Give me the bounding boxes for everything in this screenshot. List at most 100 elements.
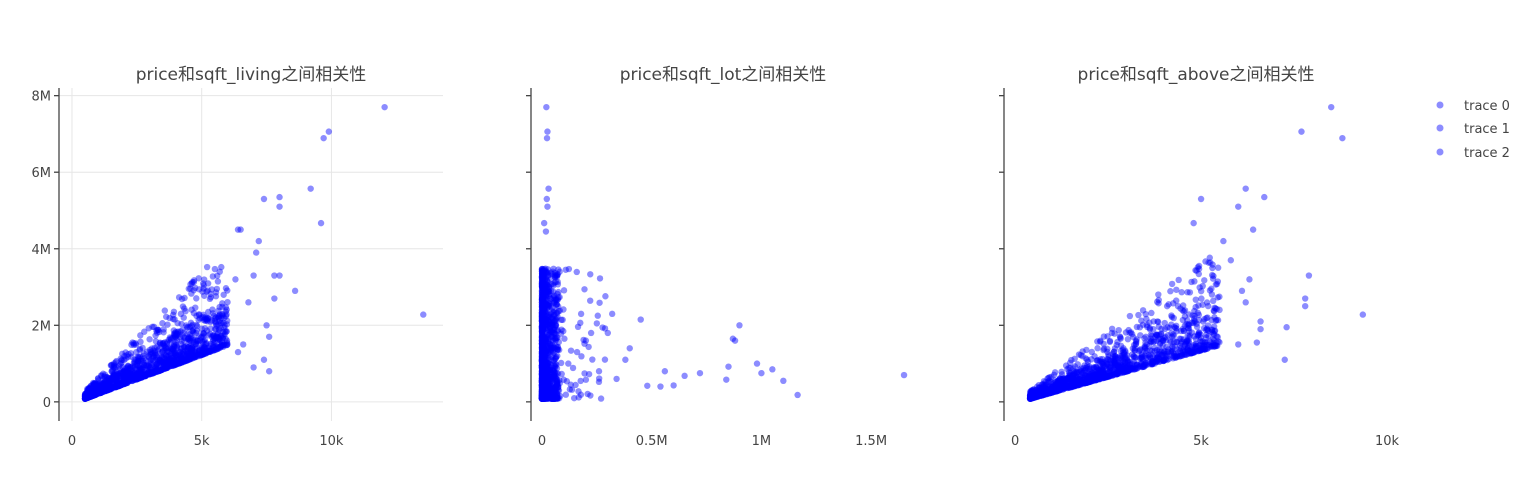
subplot-1-point (210, 344, 217, 351)
subplot-2-point (541, 308, 548, 315)
subplot-1-point (112, 383, 120, 391)
subplot-2-point (539, 329, 546, 337)
subplot-1-point (85, 392, 92, 400)
subplot-2-point (585, 343, 592, 351)
subplot-2-point (539, 291, 546, 298)
subplot-1-point (186, 331, 194, 338)
subplot-1-point (161, 365, 168, 373)
subplot-1-outlier-point-18 (263, 322, 270, 329)
subplot-1-point (160, 326, 167, 333)
subplot-2-point (538, 375, 546, 382)
subplot-1-point (183, 352, 190, 359)
subplot-1-point (158, 361, 166, 369)
subplot-1-point (113, 380, 121, 387)
subplot-1-point (93, 381, 100, 388)
subplot-1-point (86, 385, 94, 392)
subplot-2-point (539, 285, 547, 293)
subplot-1-point (164, 352, 171, 360)
subplot-2-point (545, 288, 553, 295)
subplot-1-point (193, 327, 201, 334)
subplot-2-point (539, 389, 546, 397)
subplot-1-point (115, 382, 122, 390)
subplot-1-point (140, 373, 148, 380)
subplot-1-point (97, 389, 104, 397)
subplot-1-point (156, 367, 163, 375)
subplot-2-point (543, 347, 551, 354)
subplot-2-point (553, 392, 561, 399)
legend[interactable]: trace 0 trace 1 trace 2 (1436, 99, 1510, 161)
legend-item-trace-2[interactable]: trace 2 (1436, 146, 1510, 161)
subplot-2-point (549, 387, 556, 394)
subplot-2-point (548, 395, 555, 402)
subplot-1-point (104, 385, 111, 392)
subplot-1-point (117, 355, 124, 362)
subplot-1-point (94, 389, 102, 397)
subplot-1-point (160, 361, 167, 368)
subplot-2-point (545, 285, 553, 293)
subplot-1-outlier-point-23 (245, 299, 252, 306)
subplot-1-point (130, 377, 137, 384)
subplot-1-point (172, 361, 179, 368)
subplot-2-point (585, 370, 593, 378)
subplot-1-point (224, 287, 231, 294)
subplot-1-ytick-label-0: 0 (43, 396, 51, 411)
subplot-2-point (541, 395, 549, 402)
subplot-1-point (170, 342, 178, 350)
subplot-1-point (85, 393, 92, 401)
subplot-1-point (212, 293, 220, 300)
subplot-3-point (1088, 348, 1096, 356)
subplot-2-point (540, 316, 548, 324)
subplot-1-point (99, 387, 106, 394)
subplot-2-point (538, 384, 546, 391)
subplot-1-point (89, 391, 97, 399)
subplot-1-point (124, 375, 132, 382)
subplot-2-point (549, 313, 556, 321)
subplot-1-point (138, 369, 145, 377)
subplot-2-point (539, 338, 546, 345)
subplot-1-point (127, 370, 135, 377)
subplot-1-point (186, 323, 193, 331)
subplot-1-point (113, 380, 121, 388)
subplot-2-point (540, 342, 547, 350)
subplot-2-point (538, 376, 546, 383)
legend-item-trace-0[interactable]: trace 0 (1436, 99, 1510, 114)
subplot-2-point (539, 393, 546, 400)
legend-item-trace-1[interactable]: trace 1 (1436, 122, 1510, 137)
subplot-2-point (546, 380, 553, 387)
subplot-1-point (188, 347, 196, 354)
subplot-1-point (180, 349, 187, 356)
subplot-1-point (92, 391, 99, 398)
subplot-1-point (94, 375, 102, 382)
subplot-1-point (135, 373, 142, 380)
subplot-2-point (538, 322, 546, 330)
subplot-1-point (203, 316, 210, 323)
subplot-2-point (545, 384, 553, 391)
subplot-2-point (543, 361, 551, 369)
subplot-1-point (175, 360, 182, 367)
subplot-1-point (120, 371, 128, 379)
subplot-2-point (539, 387, 546, 395)
subplot-1-point (100, 376, 107, 383)
subplot-2-point (553, 395, 560, 402)
subplot-1-point (115, 382, 122, 389)
subplot-1-point (90, 382, 98, 390)
subplot-1-point (193, 353, 201, 360)
subplot-1-point (195, 286, 203, 293)
subplot-1-point (160, 362, 167, 369)
subplot-1-point (136, 353, 144, 361)
subplot-2-point (544, 351, 551, 359)
subplot-1-point (112, 383, 120, 390)
subplot-1-point (181, 350, 189, 357)
subplot-1-point (88, 393, 95, 400)
subplot-2-point (549, 366, 556, 374)
subplot-2-point (548, 391, 556, 398)
subplot-1-point (91, 389, 99, 396)
subplot-1-point (127, 350, 135, 357)
subplot-1-point (110, 376, 117, 383)
subplot-2-point (541, 384, 548, 391)
subplot-1-point (98, 386, 105, 393)
subplot-1-point (120, 377, 128, 385)
subplot-1-point (147, 366, 155, 373)
subplot-2-outlier-point-7 (542, 228, 550, 235)
subplot-2-point (541, 393, 548, 401)
